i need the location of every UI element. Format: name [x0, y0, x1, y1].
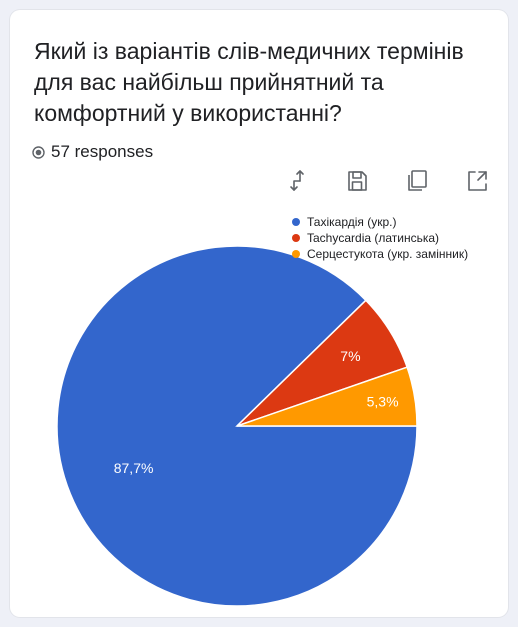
copy-button[interactable]: [404, 167, 430, 195]
pie-label-1: 7%: [340, 348, 360, 364]
responses-count: 57 responses: [32, 142, 153, 162]
legend-item-2: Серцестукота (укр. замінник): [292, 246, 468, 262]
legend-label-1: Tachycardia (латинська): [307, 231, 440, 245]
legend-item-0: Тахікардія (укр.): [292, 214, 468, 230]
expand-icon: [468, 171, 487, 191]
legend-swatch-2: [292, 250, 300, 258]
legend-label-2: Серцестукота (укр. замінник): [307, 247, 469, 261]
pie-chart: 87,7% 7% 5,3%: [56, 245, 418, 607]
legend-item-1: Tachycardia (латинська): [292, 230, 468, 246]
expand-button[interactable]: [464, 167, 490, 195]
chart-card: Який із варіантів слів-медичних термінів…: [10, 10, 508, 617]
swap-button[interactable]: [284, 167, 310, 195]
legend-swatch-0: [292, 218, 300, 226]
pie-label-2: 5,3%: [367, 394, 399, 410]
chart-toolbar: [284, 167, 490, 195]
save-icon: [348, 171, 367, 191]
responses-text: 57 responses: [51, 142, 154, 161]
chart-legend: Тахікардія (укр.) Tachycardia (латинська…: [292, 214, 468, 262]
copy-icon: [408, 170, 427, 191]
pie-label-0: 87,7%: [114, 460, 154, 476]
save-button[interactable]: [344, 167, 370, 195]
legend-swatch-1: [292, 234, 300, 242]
legend-label-0: Тахікардія (укр.): [307, 215, 397, 229]
radio-icon: [32, 145, 45, 159]
swap-icon: [290, 170, 304, 191]
question-title: Який із варіантів слів-медичних термінів…: [34, 38, 464, 126]
pie-slice-2[interactable]: [236, 366, 418, 427]
